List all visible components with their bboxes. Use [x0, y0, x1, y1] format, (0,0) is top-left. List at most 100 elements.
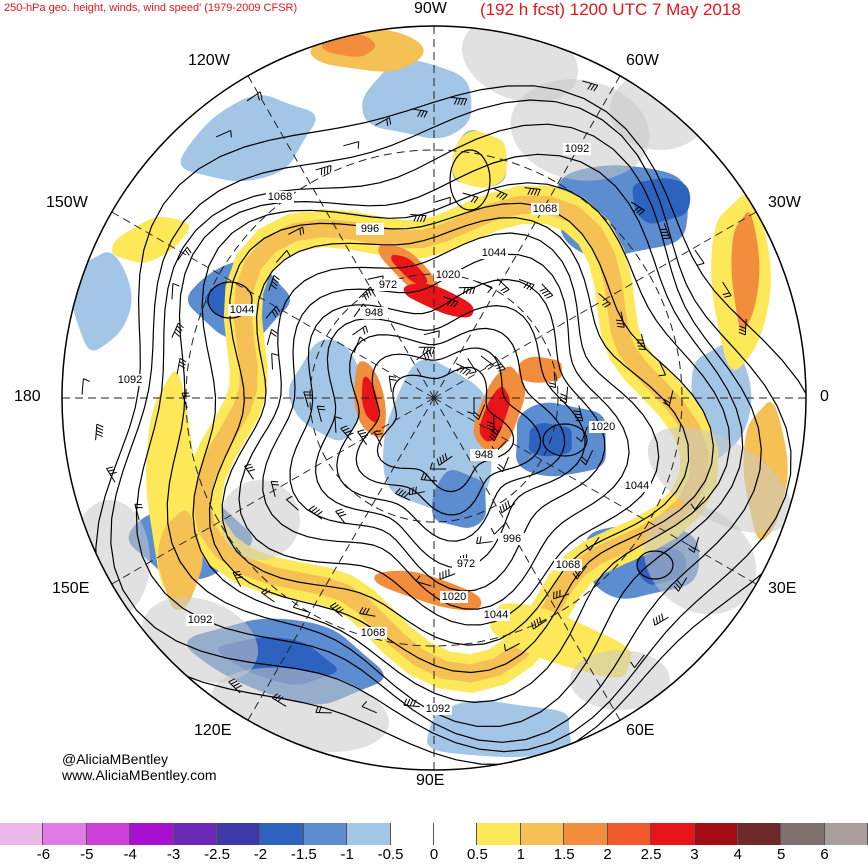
wind-barb	[559, 386, 569, 404]
contour-label-bg	[563, 143, 591, 155]
height-contour	[221, 217, 690, 646]
meridian-line	[243, 68, 435, 399]
wind-barb	[499, 500, 516, 514]
colorbar-swatch	[173, 823, 218, 845]
contour-label-bg	[589, 421, 617, 433]
colorbar-tick-label: -2.5	[204, 846, 230, 863]
wind-barb	[95, 423, 104, 441]
meridian-line	[433, 397, 764, 589]
wind-barb	[373, 430, 383, 447]
colorbar-labels: -6 -5 -4 -3 -2.5 -2 -1.5 -1 -0.5 0 0.5 1 1.5 2 2.5 3 4 5 6	[0, 846, 868, 864]
lon-label-0: 0	[820, 388, 829, 405]
contour-label: 1044	[625, 480, 649, 492]
credit-block: @AliciaMBentley www.AliciaMBentley.com	[62, 751, 217, 783]
wind-barb	[232, 570, 244, 587]
contour-label-bg	[374, 279, 402, 291]
height-contour	[289, 278, 606, 592]
wind-barb	[268, 275, 280, 291]
colorbar-swatch	[520, 823, 565, 845]
chart-subtitle: 250-hPa geo. height, winds, wind speed' …	[4, 2, 298, 14]
colorbar-swatch	[564, 823, 608, 845]
contour-label: 1020	[591, 421, 615, 433]
wind-barb	[271, 352, 279, 370]
anomaly-area	[452, 130, 507, 188]
wind-barb	[265, 305, 281, 319]
wind-barb	[690, 496, 705, 510]
wind-barb	[215, 129, 232, 138]
anomaly-area	[403, 283, 474, 318]
contour-label: 1092	[426, 703, 450, 715]
wind-barb	[467, 398, 475, 415]
colorbar-swatch	[824, 823, 868, 845]
colorbar	[0, 823, 868, 845]
latitude-circle	[185, 149, 683, 647]
map-disk: 1068 996 972 948 1020 1044 1092 1068 1044 1092 102…	[62, 26, 806, 770]
land-area	[220, 480, 300, 560]
wind-barb	[375, 117, 392, 127]
wind-barb	[411, 108, 428, 118]
wind-barb	[423, 330, 440, 338]
wind-barb	[673, 577, 688, 592]
contour-label-bg	[424, 703, 452, 715]
contour-label: 948	[475, 449, 493, 461]
colorbar-swatch	[86, 823, 131, 845]
lon-label-30e: 30E	[768, 580, 797, 597]
closed-contour	[636, 550, 674, 580]
wind-barb	[272, 693, 287, 707]
wind-barb	[580, 450, 594, 466]
wind-barb	[315, 705, 332, 714]
contour-label: 1044	[230, 304, 254, 316]
wind-barb	[455, 363, 471, 376]
lon-label-180: 180	[14, 388, 41, 405]
wind-barb	[630, 201, 645, 216]
height-contour	[262, 253, 630, 610]
wind-barb	[694, 249, 705, 266]
colorbar-swatch	[694, 823, 738, 845]
contour-label-bg	[116, 374, 144, 386]
contour-label: 972	[457, 558, 475, 570]
wind-barb	[228, 678, 243, 694]
wind-barb	[288, 226, 305, 236]
latitude-circle	[309, 273, 559, 523]
anomaly-area	[391, 254, 428, 286]
wind-barb	[352, 325, 369, 336]
contour-label-bg	[498, 533, 526, 545]
contour-label-bg	[434, 269, 462, 281]
lon-label-90e: 90E	[416, 772, 445, 789]
colorbar-swatch	[737, 823, 782, 845]
wind-barb	[488, 426, 502, 442]
credit-website: www.AliciaMBentley.com	[62, 767, 217, 783]
colorbar-tick-label: -4	[123, 846, 137, 863]
wind-barb	[467, 358, 477, 375]
colorbar-swatch	[607, 823, 652, 845]
wind-barb	[81, 378, 90, 395]
wind-barb	[177, 246, 192, 261]
wind-barb	[286, 495, 299, 511]
wind-barb	[663, 390, 674, 407]
wind-barb	[353, 336, 366, 353]
wind-barb	[636, 333, 646, 351]
wind-barb	[434, 196, 451, 205]
wind-barb	[176, 358, 187, 375]
colorbar-tick-label: -5	[80, 846, 94, 863]
wind-barb	[615, 311, 625, 328]
wind-barb	[359, 607, 376, 617]
wind-barb	[420, 473, 438, 482]
wind-barb	[576, 426, 588, 443]
colorbar-tick-label: 0	[429, 846, 439, 863]
contour-label-bg	[531, 203, 559, 215]
colorbar-tick-label: 2.5	[640, 846, 662, 863]
wind-barb	[388, 375, 397, 392]
lon-label-60e: 60E	[626, 722, 655, 739]
contour-label: 1020	[436, 269, 460, 281]
credit-handle: @AliciaMBentley	[62, 751, 169, 767]
wind-barb	[476, 281, 493, 294]
height-contour	[208, 202, 715, 674]
contour-label: 948	[365, 307, 383, 319]
colorbar-tick-label: 4	[733, 846, 742, 863]
wind-barb	[361, 701, 377, 714]
colorbar-tick-label: -6	[36, 846, 51, 863]
contour-labels: 1068 996 972 948 1020 1044 1092 1068 1044 1092 102…	[116, 143, 651, 715]
wind-barb	[472, 404, 486, 421]
anomaly-area	[731, 212, 760, 330]
